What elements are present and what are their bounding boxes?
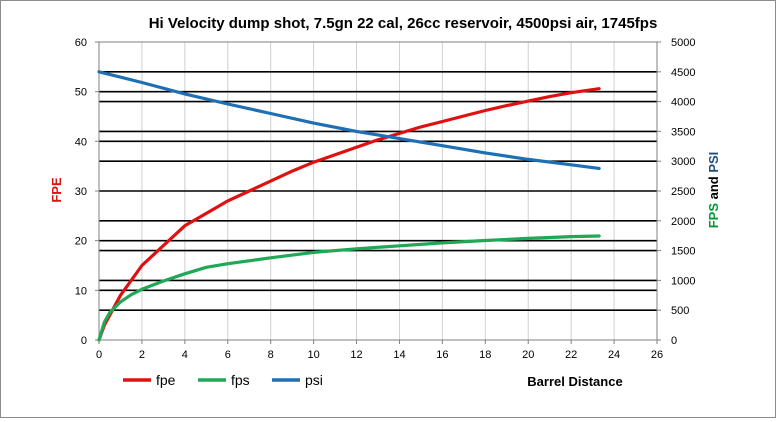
y-left-tick-label: 0 <box>81 335 87 347</box>
y-right-tick-label: 3000 <box>671 156 695 168</box>
x-tick-label: 0 <box>96 349 102 361</box>
y-left-tick-label: 20 <box>75 236 87 248</box>
axis-ticks: 0 2 4 6 8 10 12 14 16 18 20 22 24 2601020304050600500… <box>75 37 696 361</box>
x-tick-label: 4 <box>182 349 188 361</box>
y-left-tick-label: 40 <box>75 136 87 148</box>
y-right-tick-label: 5000 <box>671 37 695 49</box>
x-tick-label: 24 <box>608 349 620 361</box>
y-right-tick-label: 4500 <box>671 67 695 79</box>
y-right-tick-label: 3500 <box>671 126 695 138</box>
y-axis-title-right-and: and <box>706 173 721 203</box>
x-tick-label: 26 <box>651 349 663 361</box>
series-lines <box>97 70 601 342</box>
y-right-tick-label: 500 <box>671 305 689 317</box>
y-right-tick-label: 1500 <box>671 246 695 258</box>
gridlines <box>99 42 658 340</box>
legend: fpe fps psi <box>123 372 323 388</box>
legend-label-psi: psi <box>305 372 323 388</box>
x-tick-label: 6 <box>225 349 231 361</box>
y-axis-title-right-fps: FPS <box>706 203 721 229</box>
y-left-tick-label: 60 <box>75 37 87 49</box>
x-tick-label: 14 <box>393 349 405 361</box>
y-right-tick-label: 2000 <box>671 216 695 228</box>
legend-label-fps: fps <box>231 372 250 388</box>
y-right-tick-label: 4000 <box>671 97 695 109</box>
x-tick-label: 16 <box>436 349 448 361</box>
chart-title: Hi Velocity dump shot, 7.5gn 22 cal, 26c… <box>149 15 658 32</box>
series-line-fps <box>97 234 601 342</box>
y-right-tick-label: 1000 <box>671 275 695 287</box>
series-line-fpe <box>97 87 601 342</box>
x-tick-label: 8 <box>268 349 274 361</box>
y-right-tick-label: 0 <box>671 335 677 347</box>
y-axis-title-right-psi: PSI <box>706 152 721 173</box>
x-tick-label: 22 <box>565 349 577 361</box>
x-tick-label: 12 <box>350 349 362 361</box>
series-line-psi <box>97 70 601 170</box>
legend-label-fpe: fpe <box>156 372 176 388</box>
y-left-tick-label: 10 <box>75 285 87 297</box>
y-left-tick-label: 50 <box>75 87 87 99</box>
y-right-tick-label: 2500 <box>671 186 695 198</box>
x-tick-label: 18 <box>479 349 491 361</box>
y-left-tick-label: 30 <box>75 186 87 198</box>
x-axis-title: Barrel Distance <box>527 374 622 389</box>
y-axis-title-left: FPE <box>49 177 64 203</box>
y-axis-title-right: FPS and PSI <box>706 152 721 229</box>
x-tick-label: 10 <box>307 349 319 361</box>
x-tick-label: 2 <box>139 349 145 361</box>
x-tick-label: 20 <box>522 349 534 361</box>
